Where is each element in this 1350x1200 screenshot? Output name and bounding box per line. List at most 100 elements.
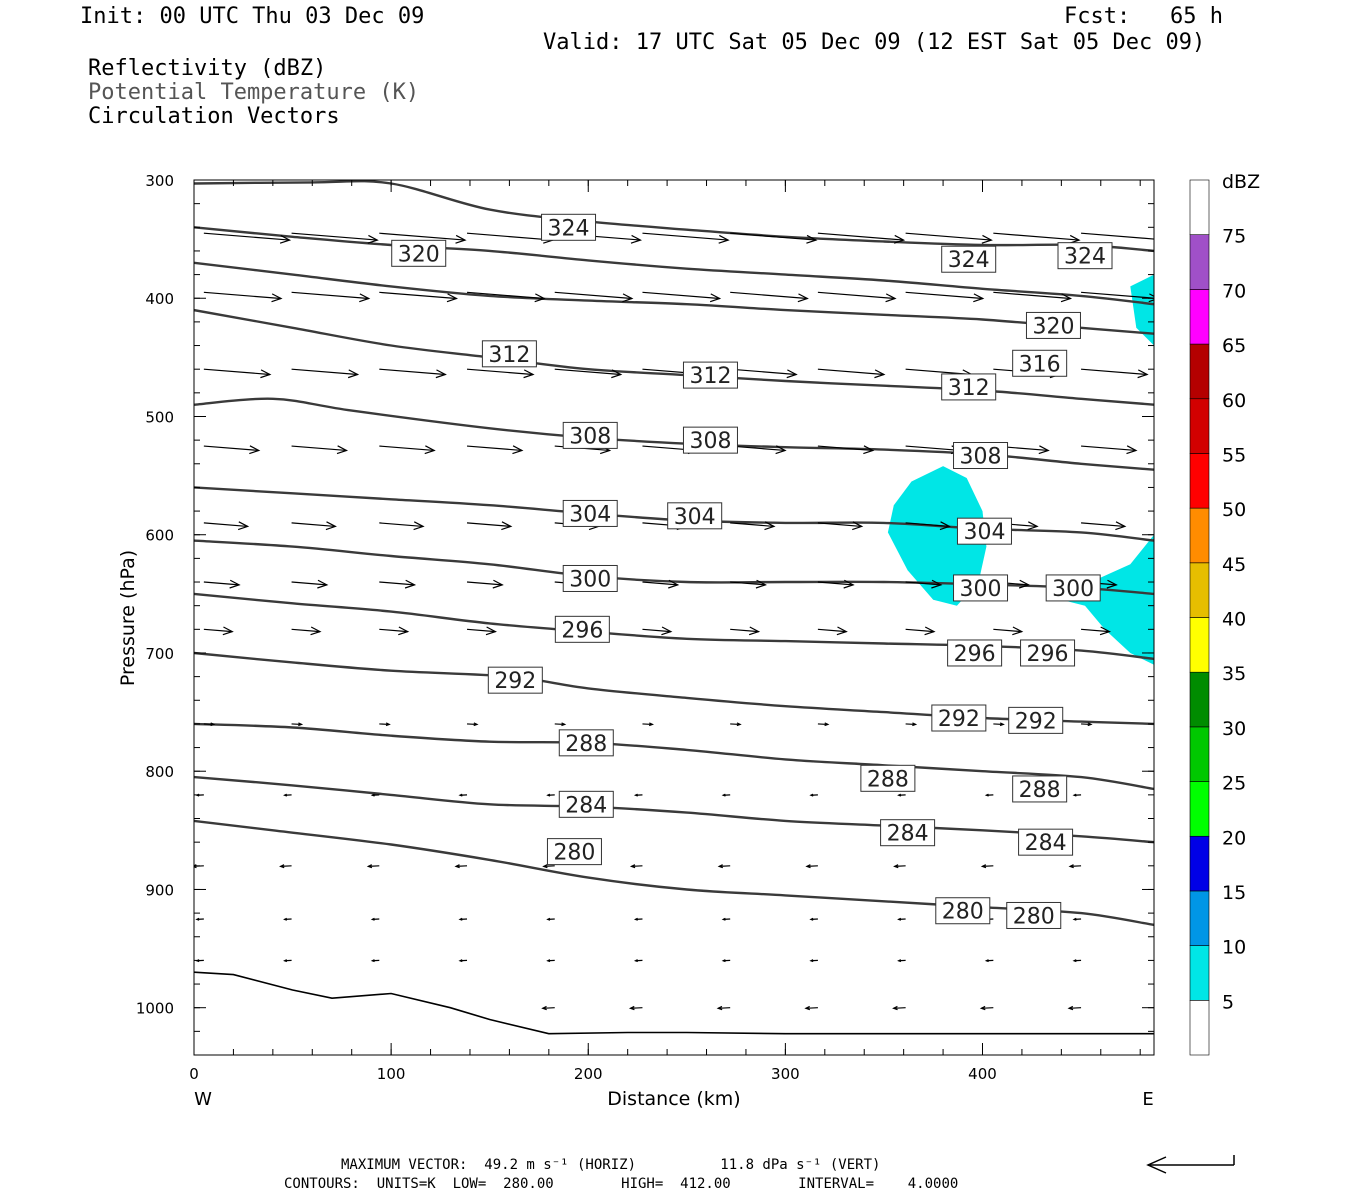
theta-contour-280 [194,819,1154,927]
contour-label-box [562,499,618,527]
circulation-vector [805,864,818,869]
theta-contour-320 [194,226,1154,306]
circulation-vector [642,291,722,303]
contour-label-280: 280 [553,841,595,866]
circulation-vector [897,917,906,921]
contour-label-box [931,704,987,732]
init-time: Init: 00 UTC Thu 03 Dec 09 [80,4,425,29]
circulation-vector [905,291,985,303]
contour-label-box [1008,706,1064,734]
contour-label-box [935,897,991,925]
contour-label-box [546,838,602,866]
circulation-vector [291,579,329,589]
circulation-vector [203,579,241,589]
circulation-vector [458,917,468,921]
colorbar-tick-label: 70 [1222,280,1246,302]
colorbar-segment [1189,671,1210,728]
contour-label-box [860,764,916,792]
contour-label-324: 324 [1064,245,1106,270]
circulation-vector [809,793,818,797]
legend-reflectivity: Reflectivity (dBZ) [88,56,327,81]
circulation-vector [546,793,555,797]
colorbar-segment [1189,945,1210,1001]
contour-label-280: 280 [1013,904,1055,929]
contour-label-box [391,239,447,267]
contour-label-312: 312 [488,343,530,368]
y-tick-label: 800 [145,763,174,781]
contour-label-284: 284 [887,822,929,847]
circulation-vector [466,722,479,727]
contour-label-296: 296 [561,618,603,643]
colorbar-tick-label: 35 [1222,663,1246,685]
theta-contour-324 [194,180,1154,253]
colorbar-tick-label: 55 [1222,444,1246,466]
circulation-vector [466,232,555,244]
x-axis-east-label: E [1142,1089,1153,1110]
circulation-vector [628,1005,643,1011]
circulation-vector [1081,445,1138,455]
circulation-vector [370,793,380,797]
contour-label-320: 320 [398,242,440,267]
theta-contour-312 [194,308,1154,406]
colorbar-segment [1189,507,1210,564]
circulation-vector [897,959,906,963]
circulation-vector [1081,626,1112,636]
circulation-vector [203,722,216,727]
x-tick-label: 400 [968,1065,997,1083]
circulation-vector [458,959,468,963]
contour-label-box [956,517,1012,545]
circulation-vector [642,626,673,636]
circulation-vector [893,864,906,869]
circulation-vector [721,959,731,963]
colorbar-tick-label: 40 [1222,609,1246,631]
colorbar-tick-label: 60 [1222,390,1246,412]
circulation-vector [817,521,864,531]
contour-label-box [558,790,614,818]
circulation-vector [1067,1005,1082,1011]
circulation-vector [379,445,436,455]
contour-label-312: 312 [689,364,731,389]
circulation-vector [993,291,1073,303]
contour-label-box [941,245,997,273]
valid-time: Valid: 17 UTC Sat 05 Dec 09 (12 EST Sat … [543,30,1206,55]
contour-label-288: 288 [1019,778,1061,803]
circulation-vector [730,579,767,589]
circulation-vector [905,521,951,531]
circulation-vector [370,917,380,921]
colorbar-segment [1189,890,1210,946]
colorbar-tick-label: 30 [1222,718,1246,740]
circulation-vector [370,959,380,963]
contour-label-292: 292 [1015,709,1057,734]
contour-label-300: 300 [1052,577,1094,602]
circulation-vector [717,864,731,869]
contour-label-box [1020,639,1076,667]
circulation-vector [642,722,654,727]
x-tick-label: 100 [377,1065,406,1083]
circulation-vector [1081,521,1127,531]
circulation-vector [195,917,204,921]
theta-contour-292 [194,651,1154,726]
colorbar-segment [1189,179,1210,235]
circulation-vector [642,232,730,244]
circulation-vector [817,722,830,727]
theta-contour-316 [194,261,1154,335]
circulation-vector [379,722,391,727]
circulation-vector [546,959,555,963]
contour-label-box [953,442,1009,470]
circulation-vector [817,579,855,589]
contour-label-292: 292 [938,707,980,732]
circulation-vector [1072,793,1082,797]
circulation-vector [721,917,731,921]
circulation-vector [283,917,292,921]
circulation-vector [993,626,1024,636]
contour-label-box [487,666,543,694]
circulation-vector [291,368,360,379]
circulation-vector [1072,917,1082,921]
y-axis-label: Pressure (hPa) [117,550,139,686]
contour-label-288: 288 [565,732,607,757]
circulation-vector [366,864,380,869]
y-tick-label: 600 [145,527,174,545]
circulation-vector [291,521,337,531]
y-tick-label: 1000 [136,1000,174,1018]
